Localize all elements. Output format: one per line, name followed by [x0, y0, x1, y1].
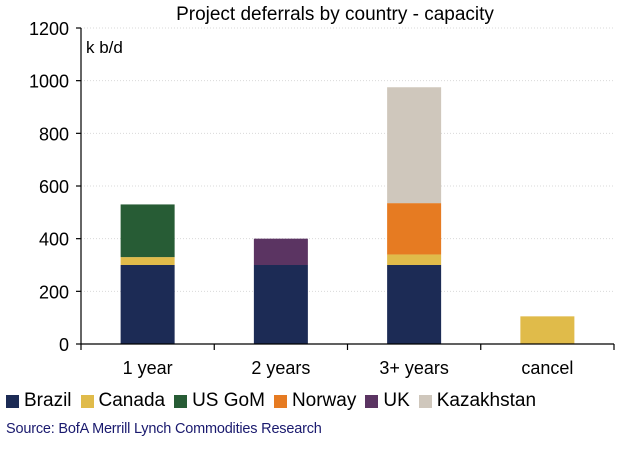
legend-item-canada: Canada [80, 390, 166, 412]
bar-norway-2 [387, 203, 442, 255]
legend-swatch [80, 394, 94, 408]
legend-item-us-gom: US GoM [174, 390, 265, 412]
legend-item-norway: Norway [273, 390, 357, 412]
legend-label: Norway [291, 390, 357, 411]
bar-canada-3 [520, 316, 575, 344]
legend-swatch [418, 394, 432, 408]
chart: Project deferrals by country - capacity … [29, 4, 615, 378]
x-tick-label: cancel [521, 358, 573, 378]
bar-brazil-1 [253, 265, 308, 344]
legend: Brazil Canada US GoM Norway UK Kazakhstan [6, 389, 636, 413]
source-note: Source: BofA Merrill Lynch Commodities R… [6, 421, 322, 437]
y-tick-label: 400 [39, 230, 69, 250]
bar-kazakhstan-2 [387, 87, 442, 204]
x-tick-label: 2 years [251, 358, 310, 378]
y-tick-label: 200 [39, 282, 69, 302]
y-tick-label: 1200 [29, 19, 69, 39]
gridlines [81, 27, 614, 292]
legend-swatch [273, 394, 287, 408]
legend-label: Brazil [24, 390, 72, 411]
y-tick-label: 1000 [29, 72, 69, 92]
x-tick-label: 3+ years [379, 358, 449, 378]
legend-swatch [365, 394, 379, 408]
legend-label: US GoM [192, 390, 265, 411]
legend-swatch [6, 394, 19, 408]
axes [76, 27, 615, 350]
y-tick-label: 600 [39, 177, 69, 197]
x-tick-labels: 1 year 2 years 3+ years cancel [123, 358, 574, 378]
x-tick-label: 1 year [123, 358, 173, 378]
legend-label: Kazakhstan [436, 390, 537, 411]
y-tick-labels: 0 200 400 600 800 1000 1200 [29, 19, 69, 355]
y-tick-label: 800 [39, 124, 69, 144]
chart-title: Project deferrals by country - capacity [176, 4, 494, 25]
bars [120, 87, 575, 344]
y-axis-label: k b/d [86, 38, 123, 57]
bar-brazil-0 [120, 265, 175, 344]
bar-canada-0 [120, 257, 175, 265]
bar-uk-1 [253, 238, 308, 265]
legend-item-kazakhstan: Kazakhstan [418, 390, 537, 412]
bar-brazil-2 [387, 265, 442, 344]
legend-item-uk: UK [365, 390, 410, 412]
legend-label: Canada [98, 390, 166, 411]
bar-canada-2 [387, 254, 442, 265]
y-tick-label: 0 [59, 335, 69, 355]
legend-item-brazil: Brazil [6, 390, 72, 412]
legend-label: UK [383, 390, 410, 411]
bar-us-gom-0 [120, 204, 175, 258]
legend-swatch [174, 394, 188, 408]
